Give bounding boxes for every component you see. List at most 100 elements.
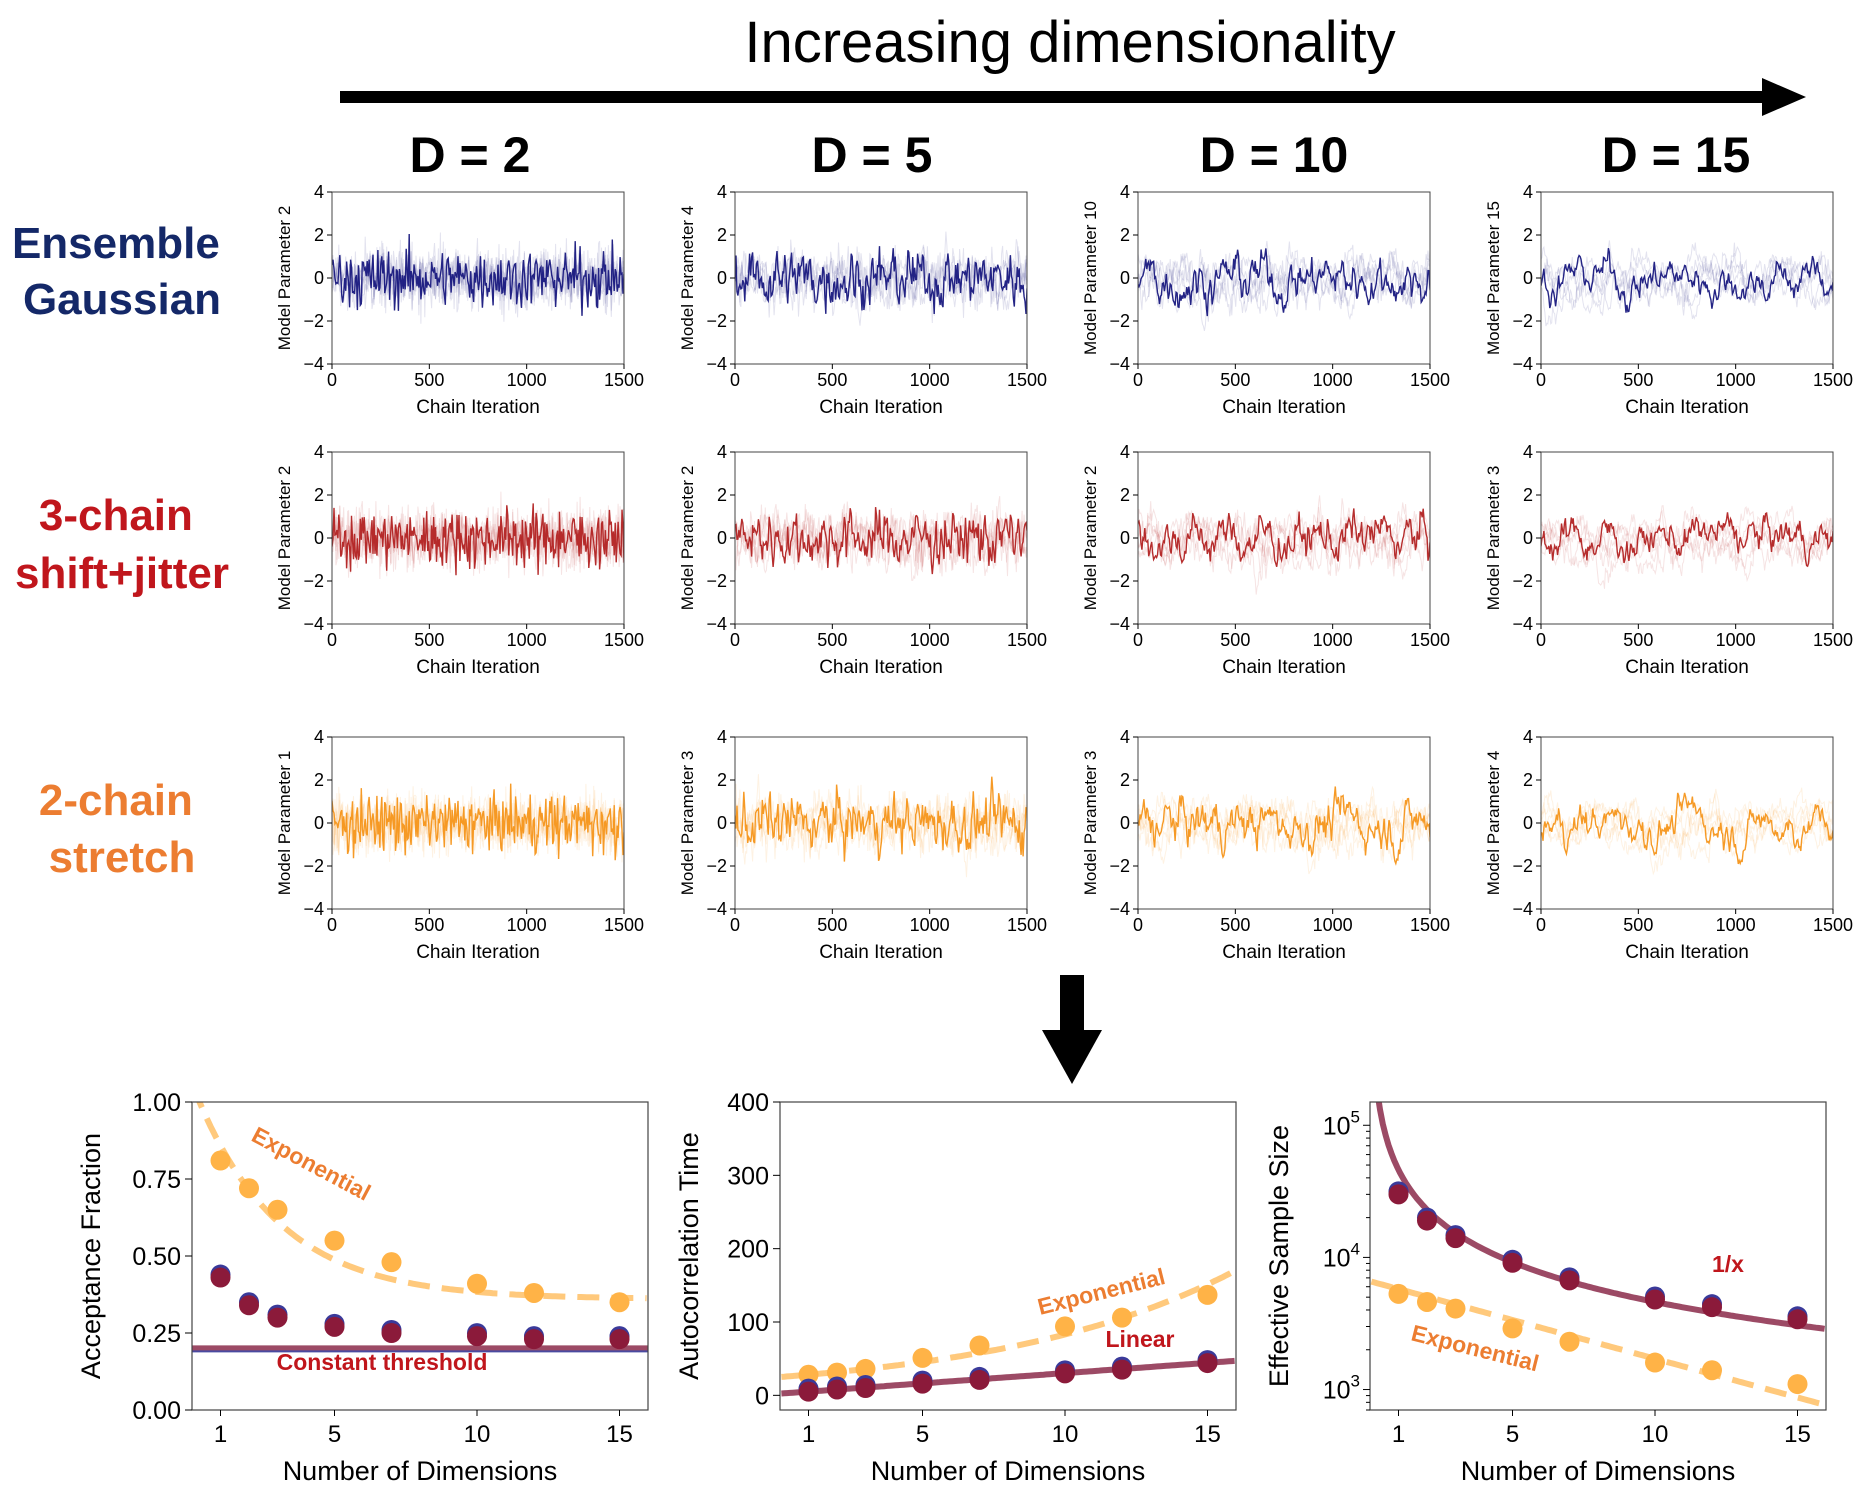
x-tick-label: 1500 (1813, 915, 1853, 935)
x-tick-label: 1500 (1007, 915, 1047, 935)
data-point (1112, 1307, 1132, 1328)
data-point (1787, 1309, 1808, 1330)
y-tick-label: −2 (706, 311, 727, 331)
x-axis-label: Number of Dimensions (871, 1456, 1146, 1486)
y-tick-label: −2 (706, 856, 727, 876)
y-tick-label: 4 (717, 182, 727, 202)
data-point (1645, 1352, 1665, 1373)
highlighted-chain-trace (1541, 512, 1833, 568)
highlighted-chain-trace (735, 776, 1027, 862)
data-point (1787, 1374, 1808, 1395)
down-arrow-head (1042, 1030, 1102, 1084)
y-tick-label: −2 (303, 571, 324, 591)
walker-trace (332, 501, 624, 578)
walker-trace (1541, 788, 1833, 858)
y-tick-label: −4 (1512, 899, 1533, 919)
x-tick-label: 1 (802, 1421, 815, 1448)
walker-trace (1541, 247, 1833, 320)
walker-trace (1541, 793, 1833, 859)
walker-trace (1541, 514, 1833, 573)
y-tick-label: 2 (717, 770, 727, 790)
data-point (239, 1295, 259, 1316)
y-tick-label: 0 (717, 528, 727, 548)
y-tick-label: 0 (1523, 528, 1533, 548)
walker-trace (1541, 787, 1833, 876)
x-tick-label: 0 (730, 915, 740, 935)
x-tick-label: 500 (817, 630, 847, 650)
y-tick-label: −4 (1512, 354, 1533, 374)
x-tick-label: 1000 (507, 915, 547, 935)
walker-trace (1138, 498, 1430, 580)
x-axis-label: Chain Iteration (416, 397, 540, 418)
y-axis-label: Model Parameter 3 (678, 751, 697, 896)
x-tick-label: 500 (414, 630, 444, 650)
data-point (855, 1378, 876, 1398)
walker-trace (332, 491, 624, 579)
x-axis-label: Chain Iteration (416, 657, 540, 678)
data-point (1055, 1316, 1075, 1337)
y-tick-label: 400 (727, 1089, 769, 1117)
x-tick-label: 500 (1220, 915, 1250, 935)
walker-trace (1138, 495, 1430, 576)
y-tick-label: 0 (717, 813, 727, 833)
walker-trace (332, 503, 624, 573)
y-axis-label: Model Parameter 3 (1484, 466, 1503, 611)
x-axis-label: Chain Iteration (1625, 397, 1749, 418)
y-tick-label: 2 (314, 225, 324, 245)
y-tick-label: 0 (1523, 268, 1533, 288)
y-tick-label: 0 (1120, 268, 1130, 288)
x-tick-label: 15 (606, 1421, 633, 1448)
highlighted-chain-trace (1138, 508, 1430, 567)
y-tick-label: 2 (314, 770, 324, 790)
y-tick-label: 4 (1523, 442, 1533, 462)
y-tick-label: 2 (1523, 770, 1533, 790)
y-tick-label: 0.50 (132, 1243, 181, 1271)
y-tick-label: 4 (717, 442, 727, 462)
x-tick-label: 500 (1220, 630, 1250, 650)
data-point (1388, 1283, 1409, 1304)
column-header-d5: D = 5 (812, 127, 933, 183)
figure-title: Increasing dimensionality (744, 10, 1395, 75)
x-axis-label: Chain Iteration (1222, 942, 1346, 963)
y-tick-label: 2 (1523, 485, 1533, 505)
walker-trace (1138, 506, 1430, 576)
data-point (1702, 1360, 1722, 1381)
x-axis-label: Chain Iteration (416, 942, 540, 963)
x-tick-label: 1500 (1410, 915, 1450, 935)
data-point (969, 1369, 990, 1390)
y-tick-label: −2 (1512, 571, 1533, 591)
x-tick-label: 0 (730, 370, 740, 390)
y-tick-label: 1.00 (132, 1089, 181, 1117)
y-tick-label: 0 (314, 813, 324, 833)
y-tick-label: −2 (1109, 571, 1130, 591)
row-label-ensemble-line2: Gaussian (23, 275, 221, 324)
y-axis-label: Model Parameter 3 (1081, 751, 1100, 896)
highlighted-chain-trace (735, 507, 1027, 575)
down-arrow-shaft (1060, 975, 1084, 1033)
y-tick-label: −4 (1109, 899, 1130, 919)
x-tick-label: 0 (327, 370, 337, 390)
row-label-shift-jitter: 3-chain shift+jitter (15, 491, 229, 598)
y-tick-label: 2 (717, 485, 727, 505)
x-tick-label: 500 (1623, 630, 1653, 650)
walker-trace (1138, 501, 1430, 577)
y-tick-label: 2 (717, 225, 727, 245)
walker-trace (1541, 242, 1833, 327)
highlighted-chain-trace (1138, 248, 1430, 317)
x-tick-label: 10 (464, 1421, 491, 1448)
row-label-shift-jitter-line1: 3-chain (39, 491, 193, 540)
data-point (467, 1273, 487, 1294)
data-point (798, 1381, 819, 1402)
walker-trace (1541, 797, 1833, 849)
x-tick-label: 500 (1623, 915, 1653, 935)
x-tick-label: 5 (328, 1421, 341, 1448)
